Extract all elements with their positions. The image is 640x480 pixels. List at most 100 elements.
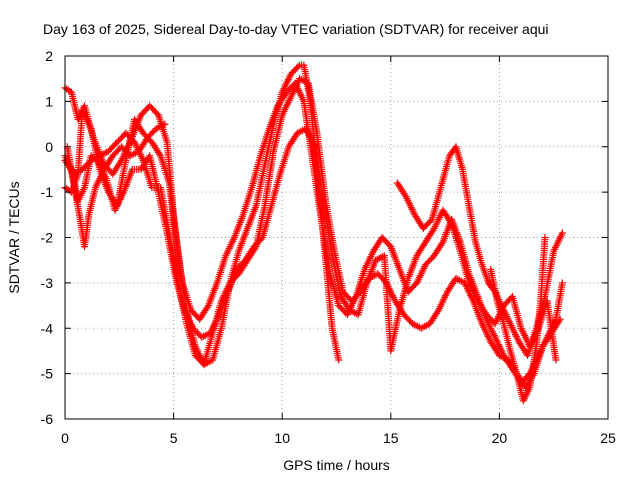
data-point: [215, 290, 231, 319]
data-point: [165, 179, 179, 239]
data-point: [265, 104, 281, 133]
data-point: [152, 121, 167, 133]
data-point: [78, 106, 94, 131]
data-point: [500, 320, 514, 353]
x-tick-label: 5: [170, 430, 178, 446]
data-point: [122, 129, 137, 145]
data-point: [91, 167, 107, 192]
data-point: [230, 213, 246, 241]
data-point: [482, 315, 498, 339]
data-point: [126, 148, 141, 160]
data-point: [402, 193, 418, 217]
data-point: [178, 279, 194, 312]
data-point: [474, 297, 489, 317]
y-tick-label: 2: [45, 48, 53, 64]
data-point: [239, 186, 255, 219]
data-point: [506, 320, 522, 344]
chart-title: Day 163 of 2025, Sidereal Day-to-day VTE…: [43, 21, 549, 37]
data-point: [537, 236, 549, 305]
data-point: [131, 116, 146, 135]
data-point: [328, 252, 344, 298]
data-point: [302, 125, 318, 149]
data-point: [552, 281, 566, 323]
data-point: [328, 324, 342, 362]
axis-ticks: 0 5 10 15 20 25 -6 -5 -4 -3 -2 -1 0 1 2: [41, 48, 616, 446]
data-point: [296, 75, 310, 86]
data-point: [508, 293, 524, 330]
data-point: [404, 254, 420, 282]
data-point: [506, 347, 520, 376]
y-tick-label: -5: [41, 366, 54, 382]
data-point: [172, 234, 186, 285]
data-point: [209, 326, 225, 364]
data-point: [472, 238, 485, 267]
data-point: [558, 279, 566, 287]
data-point: [435, 290, 450, 314]
data-point: [109, 158, 124, 178]
series-track-7: [487, 234, 549, 405]
data-point: [413, 240, 428, 260]
data-point: [248, 154, 264, 192]
data-point: [552, 356, 560, 364]
data-point: [558, 229, 566, 237]
data-point: [161, 120, 169, 128]
data-point: [278, 72, 294, 96]
data-point: [270, 113, 286, 155]
data-point: [417, 321, 432, 332]
data-point: [70, 179, 84, 221]
x-tick-label: 20: [492, 430, 508, 446]
y-tick-label: -4: [41, 320, 54, 336]
data-points: [61, 61, 566, 405]
data-point: [172, 274, 188, 312]
data-point: [541, 249, 557, 300]
x-tick-label: 15: [383, 430, 399, 446]
data-point: [322, 256, 336, 330]
data-point: [320, 197, 336, 258]
data-point: [465, 279, 481, 303]
data-point: [157, 152, 173, 185]
data-point: [430, 240, 446, 260]
data-point: [378, 234, 393, 249]
data-point: [493, 297, 507, 326]
data-point: [478, 261, 492, 285]
data-point: [274, 90, 289, 110]
data-point: [257, 127, 272, 160]
y-tick-label: -3: [41, 275, 54, 291]
data-point: [469, 297, 485, 326]
x-tick-label: 25: [600, 430, 616, 446]
data-point: [419, 217, 435, 232]
data-point: [465, 202, 479, 244]
data-point: [491, 333, 507, 358]
data-point: [439, 206, 454, 226]
x-tick-label: 10: [274, 430, 290, 446]
data-point: [100, 154, 116, 173]
data-point: [74, 109, 86, 178]
data-point: [422, 253, 437, 269]
data-point: [335, 356, 343, 364]
data-point: [443, 276, 459, 296]
data-point: [380, 252, 395, 353]
data-point: [413, 263, 429, 287]
data-point: [181, 306, 196, 330]
data-point: [146, 152, 162, 194]
data-point: [478, 320, 494, 344]
data-point: [287, 63, 302, 78]
data-point: [361, 249, 377, 273]
y-tick-label: 0: [45, 139, 53, 155]
data-point: [293, 126, 308, 137]
data-point: [317, 215, 334, 276]
data-point: [259, 204, 275, 241]
data-point: [183, 320, 199, 357]
data-point: [148, 138, 163, 158]
data-point: [309, 156, 325, 221]
data-point: [363, 258, 379, 287]
data-point: [448, 220, 464, 253]
data-point: [200, 331, 216, 369]
data-point: [393, 179, 409, 199]
data-point: [452, 143, 466, 171]
data-point: [85, 186, 99, 219]
data-point: [111, 190, 127, 214]
data-point: [430, 208, 446, 232]
